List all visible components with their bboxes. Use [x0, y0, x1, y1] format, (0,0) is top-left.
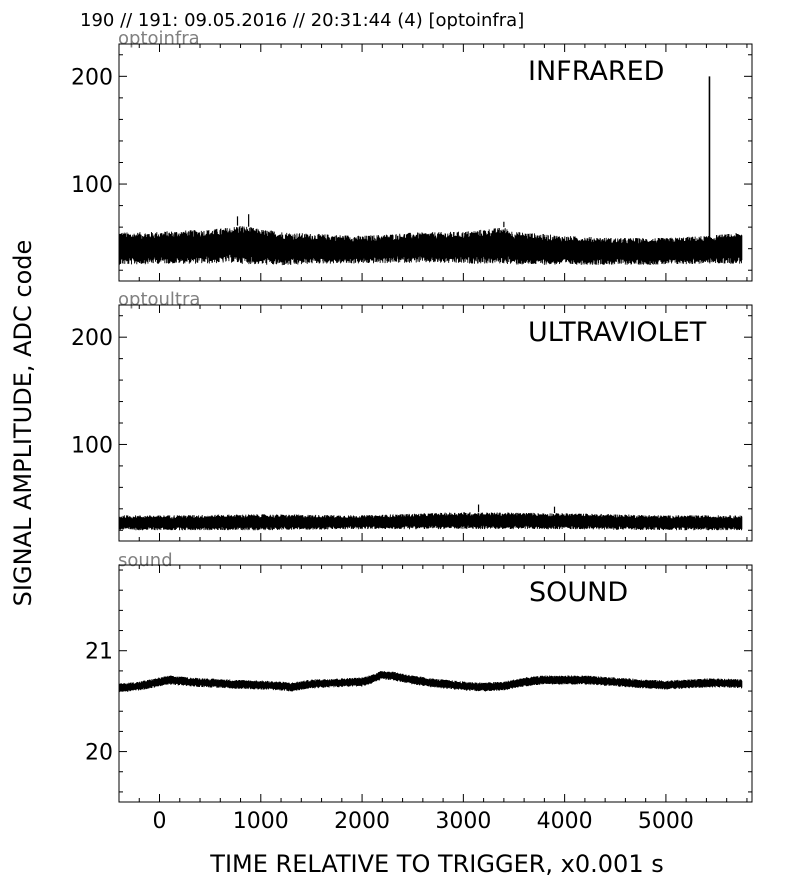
y-axis-label: SIGNAL AMPLITUDE, ADC code — [9, 240, 37, 607]
infrared-ytick-label: 200 — [71, 65, 113, 90]
x-tick-label: 5000 — [638, 809, 694, 834]
panel-tag-sound: sound — [118, 550, 173, 571]
ultraviolet-ytick-label: 200 — [71, 326, 113, 351]
panel-title-sound: SOUND — [529, 577, 628, 608]
infrared-trace — [118, 226, 743, 266]
x-tick-label: 3000 — [435, 809, 491, 834]
sound-panel: sound 20 21 0 1000 2000 3000 4000 5000 SOUND — [85, 550, 753, 834]
panel-title-infrared: INFRARED — [528, 56, 664, 87]
ultraviolet-ytick-label: 100 — [71, 433, 113, 458]
sound-plot-area: 20 21 0 1000 2000 3000 4000 5000 — [85, 564, 753, 834]
x-tick-label: 0 — [153, 809, 167, 834]
infrared-plot-area: 100 200 — [71, 43, 753, 282]
ultraviolet-trace — [118, 512, 743, 531]
ultraviolet-plot-area: 100 200 — [71, 304, 753, 542]
sound-trace — [118, 671, 743, 693]
panel-tag-optoinfra: optoinfra — [118, 28, 200, 49]
x-axis-label: TIME RELATIVE TO TRIGGER, x0.001 s — [209, 850, 663, 878]
infrared-ytick-label: 100 — [71, 173, 113, 198]
figure-title: 190 // 191: 09.05.2016 // 20:31:44 (4) [… — [80, 10, 524, 31]
x-tick-label: 2000 — [334, 809, 390, 834]
sound-frame — [118, 564, 753, 803]
panel-title-ultraviolet: ULTRAVIOLET — [528, 317, 707, 348]
infrared-panel: optoinfra 100 200 INFRARED — [71, 28, 753, 282]
x-tick-label: 1000 — [233, 809, 289, 834]
sound-ytick-label: 21 — [85, 640, 113, 665]
x-tick-label: 4000 — [537, 809, 593, 834]
sound-ytick-label: 20 — [85, 741, 113, 766]
